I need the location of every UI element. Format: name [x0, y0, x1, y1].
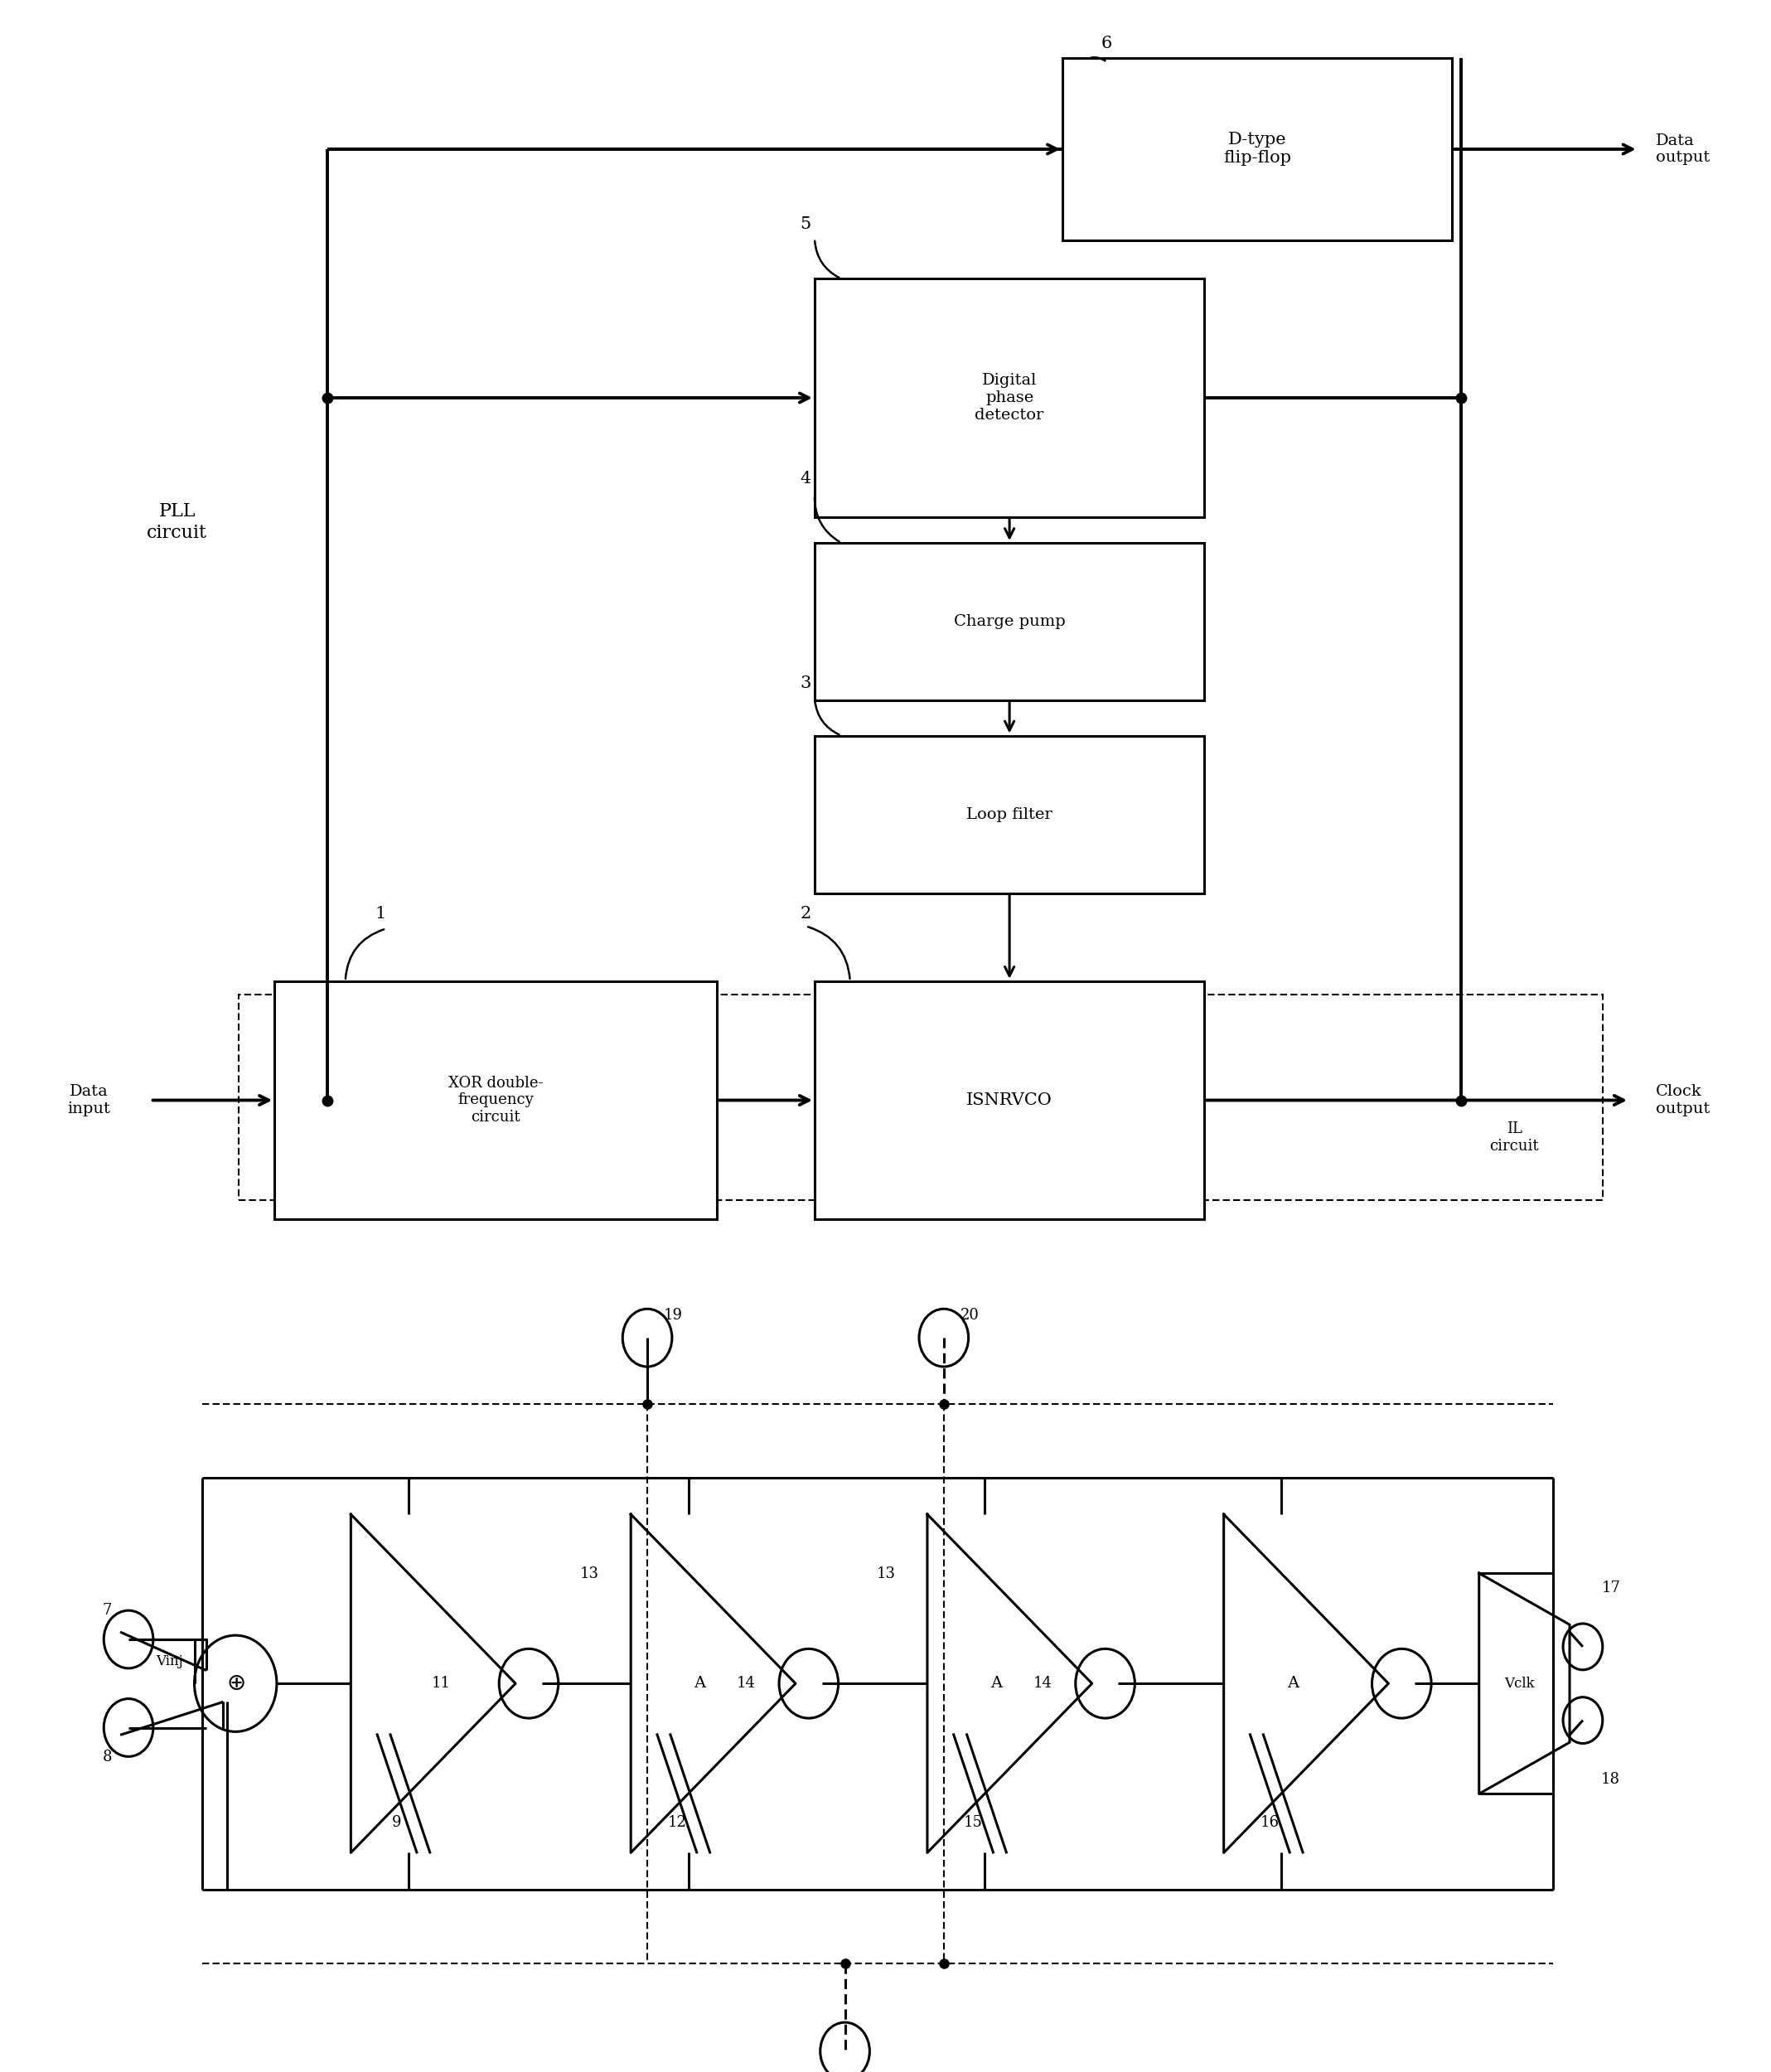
Text: Clock
output: Clock output [1656, 1084, 1711, 1117]
Text: 6: 6 [1102, 35, 1112, 52]
Text: 20: 20 [960, 1307, 979, 1324]
Text: 5: 5 [800, 215, 811, 232]
Text: Digital
phase
detector: Digital phase detector [976, 373, 1043, 423]
Bar [815, 278, 1204, 516]
Text: 12: 12 [668, 1815, 687, 1830]
Text: PLL
circuit: PLL circuit [147, 503, 207, 541]
Text: 4: 4 [800, 470, 811, 487]
Text: Vclk: Vclk [1505, 1676, 1535, 1691]
Text: $\oplus$: $\oplus$ [227, 1672, 244, 1695]
Bar [275, 980, 717, 1218]
Text: ISNRVCO: ISNRVCO [967, 1092, 1052, 1109]
Bar [1063, 58, 1452, 240]
Bar [815, 543, 1204, 700]
Bar [815, 736, 1204, 893]
Text: 16: 16 [1261, 1815, 1279, 1830]
Text: 1: 1 [375, 905, 386, 922]
Text: 11: 11 [432, 1676, 452, 1691]
Text: D-type
flip-flop: D-type flip-flop [1224, 133, 1291, 166]
Text: 19: 19 [664, 1307, 684, 1324]
Text: Data
input: Data input [67, 1084, 110, 1117]
Text: 2: 2 [800, 905, 811, 922]
Text: 14: 14 [737, 1676, 756, 1691]
Text: Loop filter: Loop filter [967, 806, 1052, 823]
Text: 3: 3 [800, 675, 811, 692]
Text: 17: 17 [1601, 1581, 1620, 1595]
Bar [815, 980, 1204, 1218]
Text: Charge pump: Charge pump [953, 613, 1066, 630]
Text: IL
circuit: IL circuit [1489, 1121, 1539, 1154]
Text: Data
output: Data output [1656, 133, 1711, 166]
Text: Vinj: Vinj [156, 1653, 182, 1668]
Bar [239, 995, 1603, 1200]
Text: XOR double-
frequency
circuit: XOR double- frequency circuit [448, 1075, 544, 1125]
Text: A: A [990, 1676, 1002, 1691]
Text: 7: 7 [103, 1602, 112, 1618]
Text: A: A [694, 1676, 707, 1691]
Text: 13: 13 [581, 1566, 599, 1581]
Text: 14: 14 [1032, 1676, 1052, 1691]
Text: 9: 9 [391, 1815, 402, 1830]
Text: 8: 8 [103, 1749, 112, 1765]
Text: 13: 13 [877, 1566, 896, 1581]
Text: 18: 18 [1601, 1772, 1620, 1786]
Text: 15: 15 [963, 1815, 983, 1830]
Text: A: A [1288, 1676, 1298, 1691]
